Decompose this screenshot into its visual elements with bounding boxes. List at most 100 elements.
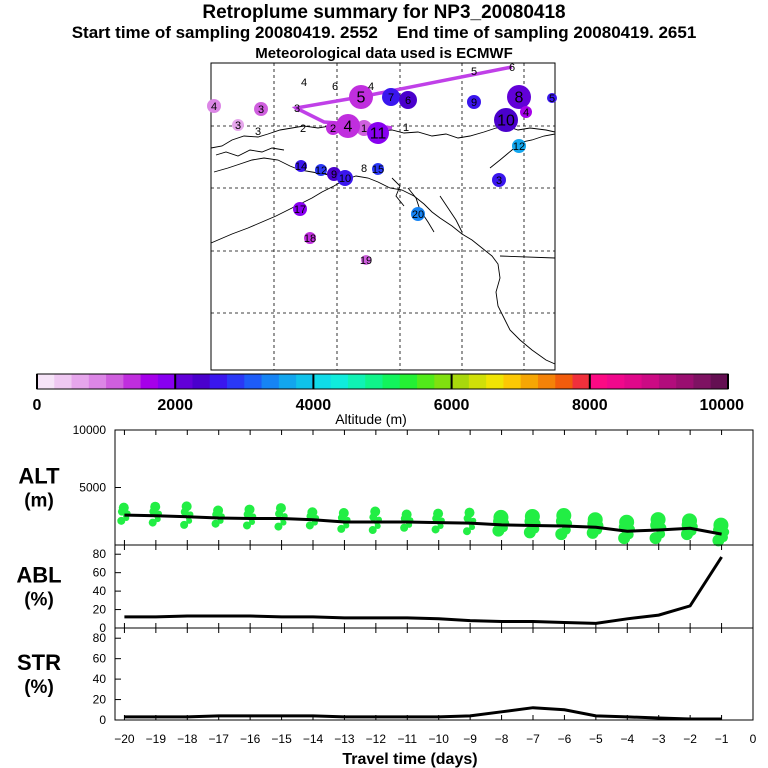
plume-dot [400, 523, 409, 532]
x-tick-label: −3 [652, 732, 666, 746]
plume-dot [181, 501, 192, 512]
colorbar-tick-label: 0 [33, 397, 42, 414]
trajectory-marker [372, 163, 384, 175]
trajectory-marker [315, 164, 327, 176]
trajectory-marker [349, 85, 373, 109]
panel-label: STR [17, 650, 61, 675]
x-tick-label: −4 [620, 732, 634, 746]
colorbar-cell [244, 374, 262, 389]
trajectory-marker [232, 119, 244, 131]
trajectory-marker-label: 6 [332, 81, 338, 93]
mean-altitude-line [124, 513, 722, 536]
trajectory-marker [547, 93, 557, 103]
colorbar-cell [261, 374, 280, 389]
trajectory-marker-label: 12 [315, 165, 327, 177]
y-tick-label: 60 [93, 566, 107, 580]
trajectory-marker-label: 5 [549, 93, 555, 105]
trajectory-marker-label: 6 [405, 95, 411, 107]
colorbar-cell [313, 374, 332, 389]
y-tick-label: 10000 [73, 423, 107, 437]
colorbar-tick-label: 6000 [434, 397, 470, 414]
y-tick-label: 0 [99, 621, 106, 635]
trajectory-marker [304, 232, 316, 244]
trajectory-marker-label: 9 [471, 97, 477, 109]
colorbar-cell [71, 374, 90, 389]
colorbar-cell [296, 374, 314, 389]
y-tick-label: 80 [93, 547, 107, 561]
sampling-time-subtitle: Start time of sampling 20080419. 2552 En… [0, 23, 768, 43]
panel-unit: (%) [24, 677, 54, 698]
colorbar-cell [209, 374, 228, 389]
colorbar-cell [555, 374, 573, 389]
colorbar-cell [192, 374, 211, 389]
panel-label: ALT [18, 464, 60, 489]
x-tick-label: −16 [240, 732, 261, 746]
plume-dot [150, 501, 161, 512]
plume-dot [464, 507, 475, 518]
plume-dot [433, 508, 444, 519]
trajectory-marker-label: 1 [403, 122, 409, 134]
x-tick-label: −10 [429, 732, 450, 746]
colorbar-cell [503, 374, 522, 389]
y-tick-label: 5000 [79, 481, 106, 495]
plume-dot [243, 521, 251, 530]
colorbar-cell [123, 374, 142, 389]
trajectory-marker [326, 121, 340, 135]
abl-line [124, 556, 723, 625]
plume-dot [307, 507, 318, 518]
trajectory-marker [507, 85, 531, 109]
trajectory-marker-label: 4 [211, 101, 217, 113]
panel-abl: ABL(%) 0 20 40 60 80 [16, 544, 754, 635]
y-tick-label: 40 [93, 584, 107, 598]
colorbar-cell [365, 374, 383, 389]
colorbar-cell [157, 374, 176, 389]
y-tick-label: 40 [93, 672, 107, 686]
x-tick-label: −7 [526, 732, 540, 746]
colorbar-tick-label: 10000 [700, 397, 745, 414]
trajectory-marker-label: 3 [235, 120, 241, 132]
colorbar-cell [54, 374, 72, 389]
colorbar-cell [382, 374, 401, 389]
trajectory-marker-label: 18 [304, 233, 316, 245]
colorbar-cell [347, 374, 366, 389]
trajectory-marker [367, 122, 389, 144]
trajectory-marker-label: 3 [255, 126, 261, 138]
x-tick-label: −8 [495, 732, 509, 746]
x-tick-label: −18 [177, 732, 198, 746]
trajectory-marker [520, 106, 532, 118]
trajectory-marker-label: 7 [388, 92, 394, 104]
panel-unit: (m) [24, 491, 54, 512]
y-tick-label: 0 [99, 713, 106, 727]
trajectory-marker [293, 202, 307, 216]
plume-dot [463, 527, 471, 536]
trajectory-marker-label: 10 [497, 113, 515, 130]
trajectory-marker-label: 11 [370, 126, 387, 143]
colorbar-cell [572, 374, 591, 389]
colorbar-cell [486, 374, 504, 389]
plume-dot [338, 508, 349, 519]
trajectory-marker-label: 3 [258, 104, 264, 116]
trajectory-marker-label: 8 [361, 163, 367, 175]
colorbar-cell [537, 374, 556, 389]
str-line [124, 706, 722, 721]
altitude-colorbar: 0 2000 4000 6000 8000 10000 Altitude (m) [33, 373, 745, 427]
colorbar-cell [624, 374, 643, 389]
trajectory-marker [207, 99, 221, 113]
y-tick-label: 80 [93, 631, 107, 645]
x-tick-label: −12 [366, 732, 387, 746]
colorbar-cell [451, 374, 470, 389]
x-tick-label: −2 [683, 732, 697, 746]
trajectory-marker-label: 8 [515, 90, 524, 107]
end-time-label: End time of sampling 20080419. 2651 [396, 23, 697, 42]
time-series-panels: ALT(m)500010000ABL(%)020406080STR(%)0204… [16, 423, 756, 768]
plume-dot [118, 502, 129, 513]
x-tick-label: 0 [750, 732, 757, 746]
trajectory-marker [254, 102, 268, 116]
plume-dot [337, 524, 346, 533]
trajectory-marker-label: 20 [412, 209, 424, 221]
x-tick-label: −14 [303, 732, 324, 746]
